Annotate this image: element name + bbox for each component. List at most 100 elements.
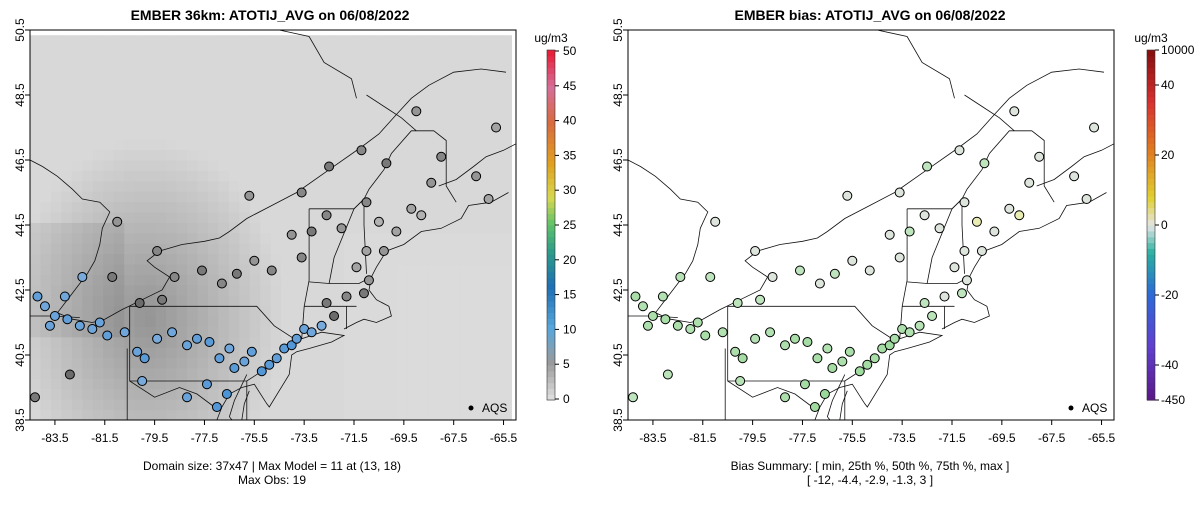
coastline <box>941 192 1107 330</box>
grid-cell <box>197 316 209 327</box>
grid-cell <box>417 222 429 234</box>
grid-cell <box>427 128 439 140</box>
grid-cell <box>427 212 439 223</box>
grid-cell <box>82 170 94 182</box>
colorbar-segment <box>1147 190 1155 197</box>
grid-cell <box>40 56 52 67</box>
obs-marker <box>842 190 853 201</box>
colorbar-segment <box>1147 160 1155 168</box>
grid-cell <box>166 97 178 109</box>
grid-cell <box>239 97 251 109</box>
grid-cell <box>40 243 52 255</box>
grid-cell <box>344 87 355 99</box>
grid-cell <box>354 295 366 307</box>
grid-cell <box>344 326 355 338</box>
grid-cell <box>501 274 513 286</box>
obs-marker <box>1081 194 1092 204</box>
obs-marker <box>132 346 143 357</box>
grid-cell <box>40 139 52 151</box>
grid-cell <box>364 264 376 275</box>
grid-cell <box>333 284 345 296</box>
grid-cell <box>312 76 324 88</box>
grid-cell <box>302 399 314 411</box>
grid-cell <box>30 368 41 379</box>
grid-cell <box>155 108 167 119</box>
grid-cell <box>396 378 408 390</box>
grid-cell <box>239 243 251 255</box>
grid-cell <box>218 201 230 213</box>
obs-marker <box>705 272 716 282</box>
grid-cell <box>406 87 418 99</box>
grid-cell <box>218 149 230 161</box>
grid-cell <box>406 274 418 286</box>
grid-cell <box>323 35 335 47</box>
grid-cell <box>61 399 73 411</box>
grid-cell <box>427 118 439 130</box>
grid-cell <box>134 128 146 140</box>
grid-cell <box>490 284 502 296</box>
grid-cell <box>61 76 73 88</box>
grid-cell <box>427 368 439 379</box>
grid-cell <box>354 45 366 57</box>
x-tick-label: -79.5 <box>141 431 169 445</box>
obs-marker <box>732 298 743 308</box>
grid-cell <box>50 35 62 47</box>
grid-cell <box>50 97 62 109</box>
colorbar-segment <box>1147 85 1155 92</box>
grid-cell <box>30 139 41 151</box>
grid-cell <box>176 139 188 151</box>
grid-cell <box>187 295 198 307</box>
grid-cell <box>71 66 83 78</box>
grid-cell <box>166 160 178 171</box>
grid-cell <box>427 108 439 119</box>
grid-cell <box>344 45 355 57</box>
grid-cell <box>375 97 387 109</box>
colorbar-segment <box>1147 306 1155 314</box>
grid-cell <box>490 305 502 317</box>
grid-cell <box>176 378 188 390</box>
grid-cell <box>61 336 73 348</box>
y-tick-label: 38.5 <box>611 408 625 432</box>
grid-cell <box>113 87 125 99</box>
grid-cell <box>480 347 492 359</box>
grid-cell <box>417 201 429 213</box>
grid-cell <box>490 295 502 307</box>
grid-cell <box>469 388 481 400</box>
grid-cell <box>312 326 324 338</box>
grid-cell <box>344 368 355 379</box>
grid-cell <box>291 139 303 151</box>
grid-cell <box>417 128 429 140</box>
grid-cell <box>417 170 429 182</box>
grid-cell <box>417 97 429 109</box>
colorbar-segment <box>547 236 555 244</box>
grid-cell <box>103 243 115 255</box>
grid-cell <box>469 399 481 411</box>
obs-marker <box>358 288 369 299</box>
grid-cell <box>61 118 73 130</box>
grid-cell <box>155 170 167 182</box>
obs-marker <box>87 324 98 334</box>
grid-cell <box>40 326 52 338</box>
grid-cell <box>333 274 345 286</box>
obs-marker <box>471 171 482 182</box>
grid-cell <box>134 399 146 411</box>
grid-cell <box>61 170 73 182</box>
obs-marker <box>814 278 825 289</box>
grid-cell <box>406 399 418 411</box>
obs-marker <box>637 301 648 312</box>
grid-cell <box>197 128 209 140</box>
grid-cell <box>145 232 157 244</box>
grid-cell <box>490 66 502 78</box>
grid-cell <box>406 253 418 265</box>
grid-cell <box>124 139 136 151</box>
grid-cell <box>166 45 178 57</box>
grid-cell <box>469 305 481 317</box>
grid-cell <box>375 108 387 119</box>
grid-cell <box>469 45 481 57</box>
y-axis: 38.540.542.544.546.548.550.5 <box>13 18 30 432</box>
grid-cell <box>92 108 104 119</box>
grid-cell <box>71 243 83 255</box>
grid-cell <box>155 222 167 234</box>
obs-marker <box>837 356 848 367</box>
grid-cell <box>207 170 219 182</box>
